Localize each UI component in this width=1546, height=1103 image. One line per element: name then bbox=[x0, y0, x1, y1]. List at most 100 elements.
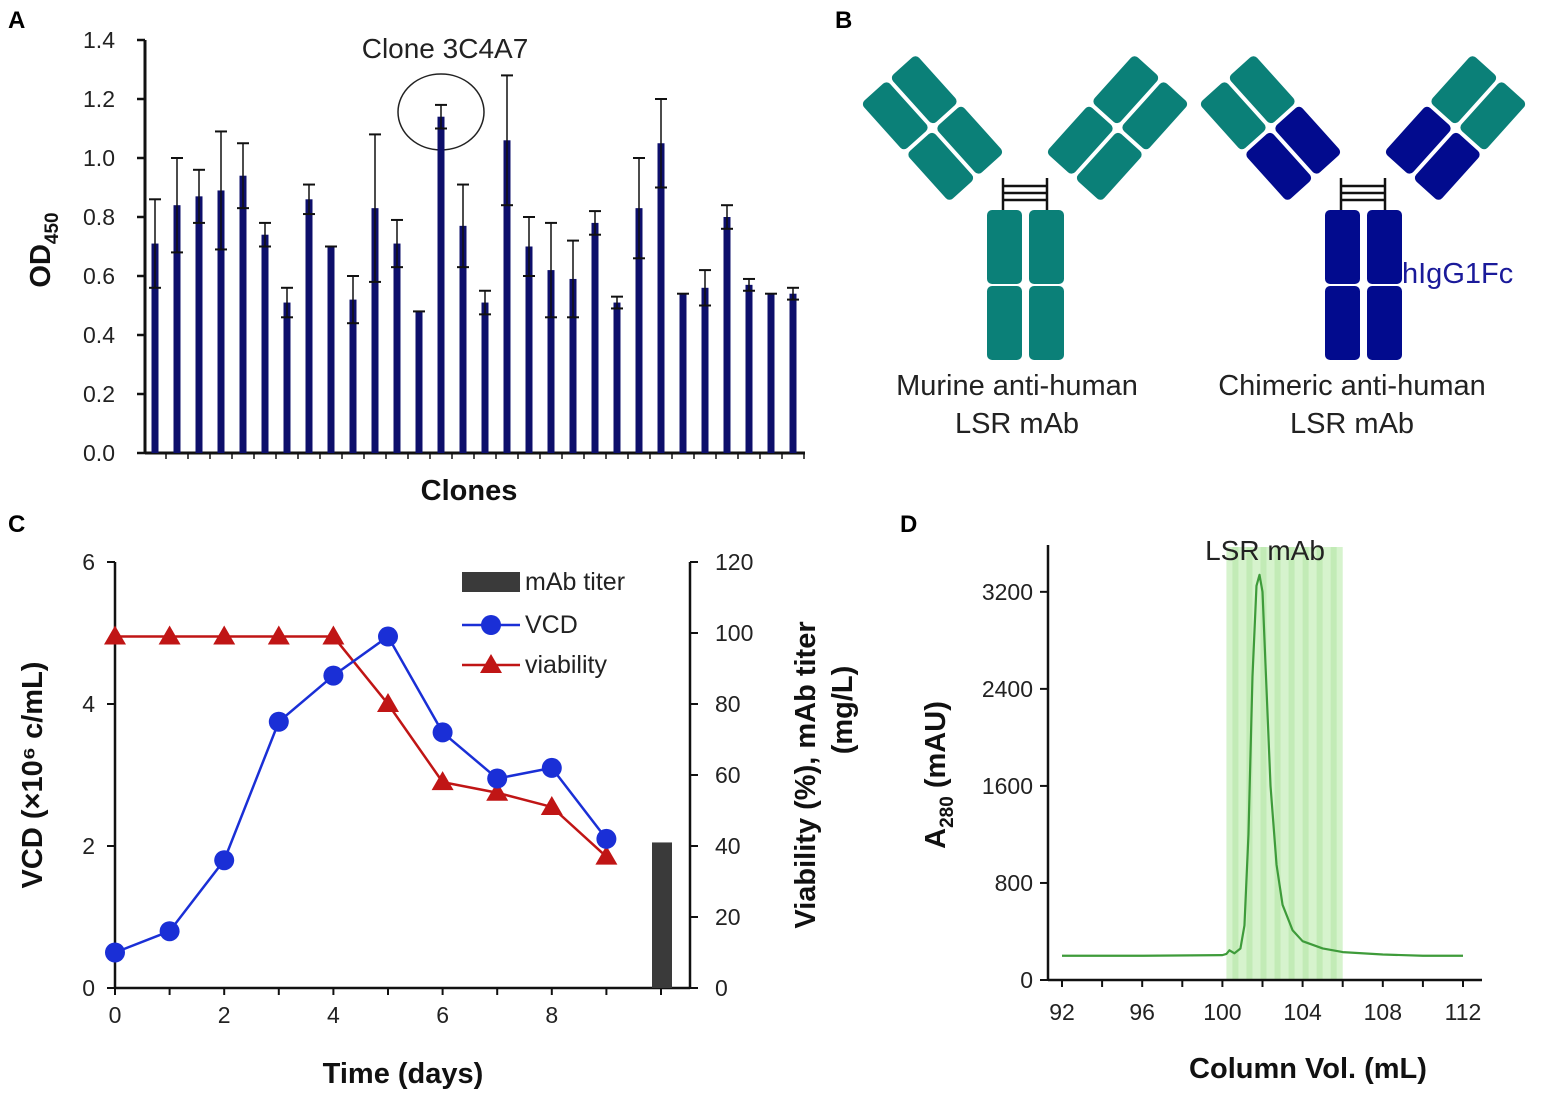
y-tick-label: 3200 bbox=[982, 579, 1033, 605]
variable-domain bbox=[1093, 56, 1159, 124]
x-axis-title: Time (days) bbox=[323, 1058, 484, 1090]
x-tick-label: 0 bbox=[109, 1002, 122, 1028]
murine-antibody-illustration bbox=[862, 56, 1188, 360]
fraction-stripe bbox=[1316, 547, 1323, 980]
fab-arm-left bbox=[862, 56, 1003, 200]
viability-point bbox=[486, 781, 509, 801]
bar bbox=[239, 175, 247, 453]
right-y-tick-label: 80 bbox=[715, 691, 741, 717]
x-axis-title: Column Vol. (mL) bbox=[1189, 1053, 1427, 1085]
fc-domain-ch2 bbox=[987, 210, 1022, 284]
bar bbox=[173, 205, 181, 453]
legend-label-viability: viability bbox=[525, 651, 607, 679]
bar bbox=[393, 243, 401, 453]
vcd-point bbox=[378, 626, 398, 647]
bar bbox=[327, 246, 335, 453]
variable-domain bbox=[1229, 56, 1295, 124]
murine-label-line1: Murine anti-human bbox=[896, 370, 1138, 402]
right-y-tick-label: 100 bbox=[715, 620, 753, 646]
panel-label-a: A bbox=[8, 7, 25, 34]
right-y-tick-label: 60 bbox=[715, 762, 741, 788]
vcd-point bbox=[596, 828, 617, 849]
y-axis-title-unit: (mAU) bbox=[920, 701, 952, 796]
bar bbox=[305, 199, 313, 453]
chimeric-antibody-illustration bbox=[1200, 56, 1526, 360]
x-tick-label: 4 bbox=[327, 1002, 340, 1028]
viability-line bbox=[115, 635, 608, 858]
bar bbox=[283, 302, 291, 453]
x-tick-label: 108 bbox=[1364, 999, 1402, 1025]
panel-label-c: C bbox=[8, 511, 25, 538]
right-y-axis-title-line2: (mg/L) bbox=[827, 666, 859, 755]
bar bbox=[679, 293, 687, 453]
vcd-point bbox=[487, 768, 508, 789]
bar bbox=[459, 225, 467, 453]
right-y-axis-title-line1: Viability (%), mAb titer bbox=[790, 621, 822, 928]
y-axis-title: A280 (mAU) bbox=[920, 701, 958, 849]
x-tick-label: 112 bbox=[1445, 999, 1482, 1025]
x-tick-label: 100 bbox=[1203, 999, 1241, 1025]
constant-domain bbox=[1385, 106, 1451, 174]
viability-point bbox=[267, 625, 290, 645]
fc-domain-ch2 bbox=[1325, 210, 1360, 284]
x-tick-label: 2 bbox=[218, 1002, 231, 1028]
titer-bar bbox=[652, 842, 672, 988]
legend-label-titer: mAb titer bbox=[525, 568, 625, 596]
bar bbox=[217, 190, 225, 453]
bar bbox=[503, 140, 511, 454]
y-tick-label: 2400 bbox=[982, 676, 1033, 702]
left-y-tick-label: 0 bbox=[82, 975, 95, 1001]
y-tick-label: 1.0 bbox=[83, 145, 115, 171]
bar bbox=[349, 299, 357, 453]
y-tick-label: 0 bbox=[1020, 967, 1033, 993]
panel-d-chromatogram: Column Vol. (mL) A280 (mAU) LSR mAb 0 800 1… bbox=[920, 535, 1482, 1085]
y-tick-label: 0.0 bbox=[83, 440, 115, 466]
x-tick-label: 96 bbox=[1129, 999, 1155, 1025]
legend-marker-vcd bbox=[481, 615, 501, 635]
fraction-stripe bbox=[1232, 547, 1239, 980]
vcd-point bbox=[323, 665, 344, 686]
fc-domain-ch3 bbox=[987, 286, 1022, 360]
bar bbox=[701, 287, 709, 453]
y-tick-label: 0.6 bbox=[83, 263, 115, 289]
y-axis-title-main: OD bbox=[25, 244, 57, 288]
panel-c-culture-chart: Time (days) VCD (×10⁶ c/mL) Viability (%… bbox=[17, 549, 859, 1090]
chimeric-label-line1: Chimeric anti-human bbox=[1218, 370, 1486, 402]
legend-swatch-titer bbox=[462, 572, 520, 592]
viability-point bbox=[322, 625, 345, 645]
murine-label-line2: LSR mAb bbox=[955, 408, 1079, 440]
y-tick-label: 1.4 bbox=[83, 27, 115, 53]
left-y-tick-label: 2 bbox=[82, 833, 95, 859]
variable-domain bbox=[1122, 82, 1188, 150]
bar bbox=[437, 116, 445, 453]
y-tick-label: 1600 bbox=[982, 773, 1033, 799]
x-tick-label: 8 bbox=[545, 1002, 558, 1028]
y-axis-title: OD450 bbox=[25, 212, 63, 287]
x-tick-label: 92 bbox=[1049, 999, 1075, 1025]
right-y-tick-label: 0 bbox=[715, 975, 728, 1001]
y-tick-label: 0.4 bbox=[83, 322, 115, 348]
x-tick-label: 104 bbox=[1283, 999, 1322, 1025]
bar bbox=[613, 302, 621, 453]
fraction-stripe bbox=[1260, 547, 1267, 980]
constant-domain bbox=[1047, 106, 1113, 174]
viability-point bbox=[104, 625, 126, 645]
bar bbox=[261, 234, 269, 453]
viability-point bbox=[595, 845, 618, 865]
y-axis-title-main: A bbox=[920, 828, 952, 849]
variable-domain bbox=[862, 82, 928, 150]
viability-point bbox=[377, 693, 399, 712]
fab-arm-right bbox=[1385, 56, 1526, 200]
vcd-point bbox=[541, 757, 562, 778]
fc-domain-ch3 bbox=[1029, 286, 1064, 360]
variable-domain bbox=[1460, 82, 1526, 150]
legend-label-vcd: VCD bbox=[525, 611, 578, 639]
clone-annotation: Clone 3C4A7 bbox=[362, 33, 529, 64]
bar bbox=[415, 311, 423, 453]
y-axis-title-sub: 450 bbox=[42, 212, 63, 244]
legend: mAb titer VCD viability bbox=[462, 568, 625, 679]
vcd-point bbox=[105, 942, 125, 963]
variable-domain bbox=[1431, 56, 1497, 124]
y-tick-label: 0.8 bbox=[83, 204, 115, 230]
peak-annotation: LSR mAb bbox=[1205, 535, 1325, 566]
